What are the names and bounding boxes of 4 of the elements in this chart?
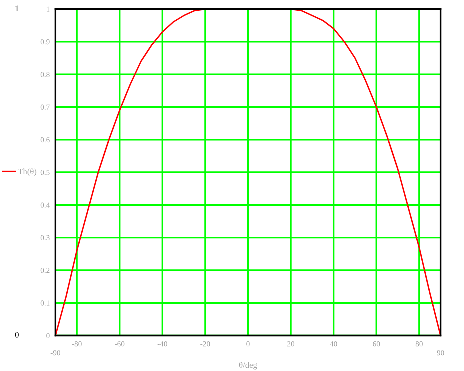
x-axis-title: θ/deg — [239, 362, 258, 370]
legend-label: Th(θ) — [18, 168, 37, 176]
text: 1 — [16, 6, 19, 12]
text: 0 — [15, 332, 19, 338]
